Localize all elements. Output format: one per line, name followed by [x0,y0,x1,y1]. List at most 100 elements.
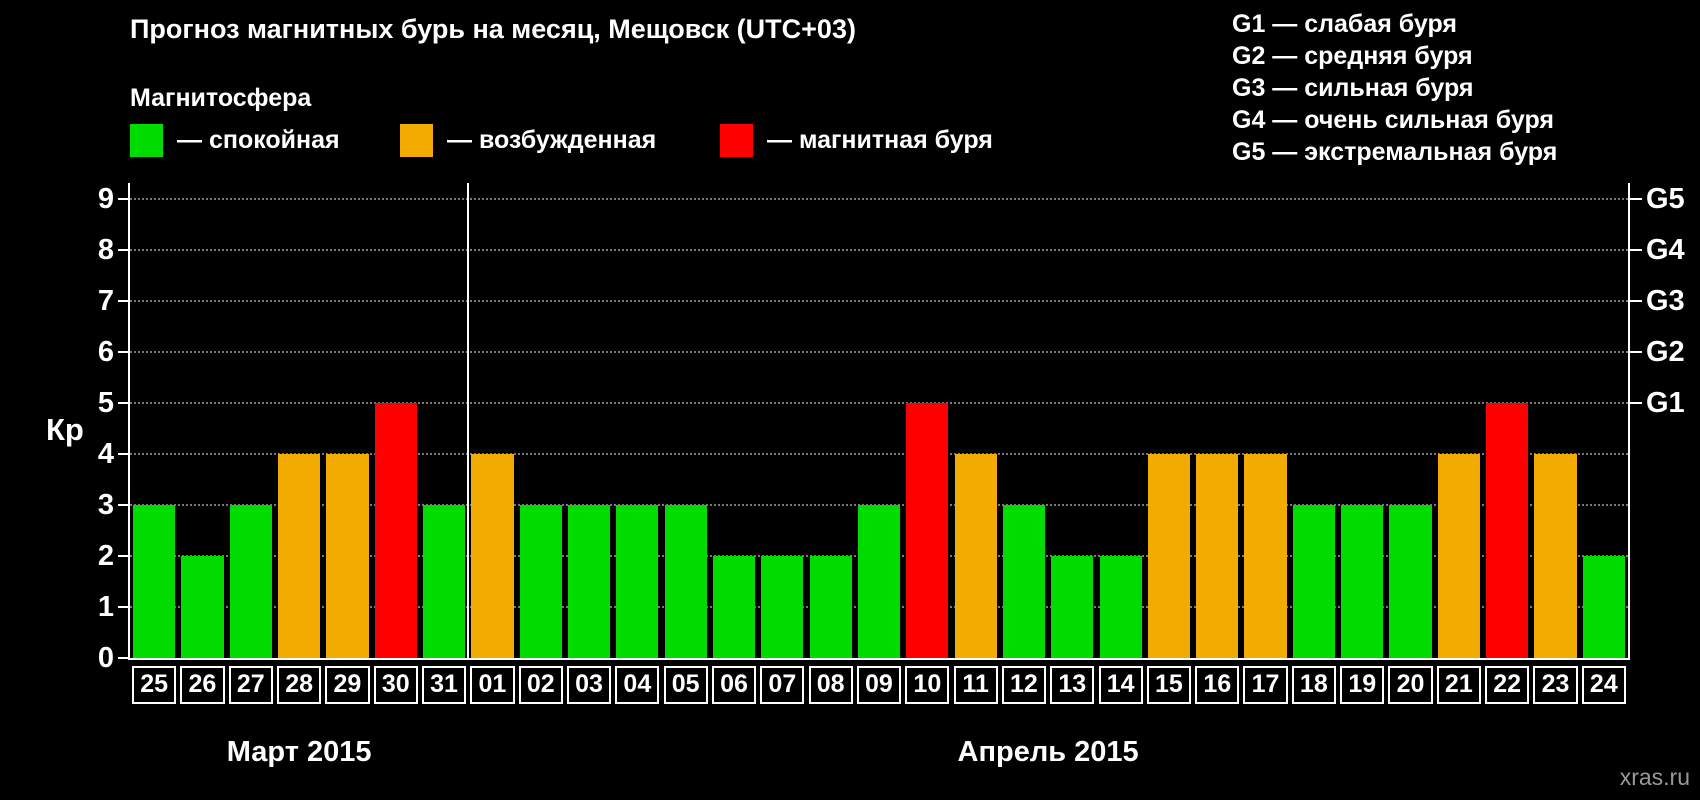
day-label: 10 [905,666,950,704]
g-scale-tickmark [1630,351,1642,353]
day-label: 15 [1146,666,1192,704]
legend-item: — спокойная [130,124,340,157]
day-label: 11 [953,666,998,704]
y-axis-tick-label: 8 [97,234,114,266]
day-label: 05 [663,666,708,704]
day-label: 26 [180,666,225,704]
g-scale-tickmark [1630,249,1642,251]
g-scale-legend-item: G4 — очень сильная буря [1232,106,1554,134]
magnetosphere-legend: — спокойная — возбужденная — магнитная бур… [130,124,1130,158]
legend-item: — возбужденная [400,124,656,157]
gridline [130,453,1628,455]
kp-bar [374,403,417,658]
day-label: 20 [1388,666,1433,704]
legend-color-swatch [720,124,753,157]
day-label: 22 [1485,666,1530,704]
day-label: 08 [808,666,853,704]
day-label: 07 [760,666,805,704]
kp-bar [1341,505,1384,658]
kp-bar [857,505,901,658]
y-axis-tickmark [118,249,130,251]
day-label: 18 [1291,666,1336,704]
day-label: 09 [856,666,902,704]
legend-color-swatch [400,124,433,157]
day-label: 13 [1050,666,1095,704]
day-label: 12 [1001,666,1047,704]
kp-bar [1437,454,1480,658]
gridline [130,351,1628,353]
day-label: 23 [1533,666,1578,704]
kp-bar [1196,454,1239,658]
y-axis-tickmark [118,657,130,659]
kp-bar [712,556,756,658]
kp-bar [1051,556,1094,658]
chart-title: Прогноз магнитных бурь на месяц, Мещовск… [130,14,856,44]
y-axis-tickmark [118,453,130,455]
g-scale-tickmark [1630,198,1642,200]
kp-bar [181,556,224,658]
watermark: xras.ru [1619,764,1690,790]
kp-bar [954,454,997,658]
kp-bar [664,505,707,658]
g-scale-tick-label: G2 [1646,336,1685,368]
legend-item-label: — магнитная буря [767,126,993,154]
g-scale-tickmark [1630,402,1642,404]
kp-bar [1002,505,1046,658]
y-axis-tickmark [118,606,130,608]
day-label: 28 [277,666,322,704]
y-axis-tickmark [118,351,130,353]
day-label: 30 [373,666,418,704]
day-label: 25 [132,666,177,704]
day-label: 24 [1581,666,1626,704]
day-label: 02 [518,666,563,704]
y-axis-tick-label: 4 [97,438,114,470]
kp-bar [906,403,949,658]
kp-bar [1147,454,1191,658]
day-label: 29 [325,666,370,704]
day-label: 21 [1436,666,1481,704]
g-scale-tick-label: G5 [1646,183,1685,215]
legend-item: — магнитная буря [720,124,993,157]
kp-bar [1099,556,1142,658]
kp-bar [519,505,562,658]
g-scale-legend: G1 — слабая буря G2 — средняя буря G3 — си… [1232,8,1557,168]
gridline [130,402,1628,404]
y-axis-tickmark [118,504,130,506]
day-label: 16 [1195,666,1240,704]
y-axis-tickmark [118,300,130,302]
g-scale-tick-label: G4 [1646,234,1685,266]
y-axis-tick-label: 2 [97,540,114,572]
kp-bar [809,556,852,658]
day-label: 06 [711,666,757,704]
y-axis-tick-label: 5 [97,387,114,419]
gridline [130,198,1628,200]
day-label: 19 [1340,666,1385,704]
kp-bar [471,454,514,658]
day-label: 03 [566,666,612,704]
kp-bar [1244,454,1287,658]
g-scale-legend-item: G1 — слабая буря [1232,10,1458,38]
day-label: 27 [228,666,273,704]
month-label: Март 2015 [226,736,372,768]
kp-bar [133,505,176,658]
month-separator [467,183,470,658]
y-axis-tick-label: 6 [97,336,114,368]
kp-bar [1534,454,1577,658]
plot-area [128,183,1630,660]
g-scale-tick-label: G3 [1646,285,1685,317]
legend-item-label: — возбужденная [447,126,657,154]
kp-bar [1486,403,1529,658]
y-axis-tick-label: 7 [97,285,114,317]
gridline [130,300,1628,302]
kp-bar [616,505,659,658]
y-axis-title: Кр [46,412,84,447]
day-label: 01 [470,666,515,704]
kp-bar [567,505,611,658]
g-scale-tick-label: G1 [1646,387,1685,419]
g-scale-tickmark [1630,300,1642,302]
y-axis-tick-label: 3 [97,489,114,521]
kp-bar [229,505,272,658]
kp-bar [761,556,804,658]
kp-bar [422,505,466,658]
day-label: 04 [615,666,660,704]
